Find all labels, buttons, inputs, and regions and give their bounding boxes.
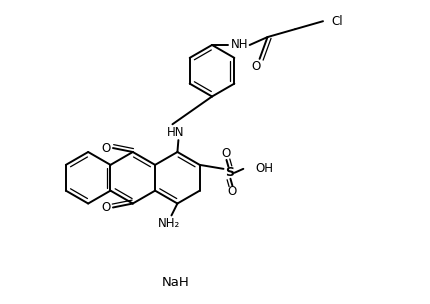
Text: O: O (101, 201, 111, 214)
Text: OH: OH (255, 162, 273, 175)
Text: S: S (225, 166, 234, 179)
Text: O: O (222, 147, 231, 161)
Text: O: O (251, 60, 260, 73)
Text: NH₂: NH₂ (158, 217, 181, 230)
Text: HN: HN (167, 126, 184, 139)
Text: NH: NH (231, 39, 249, 51)
Text: O: O (228, 185, 237, 198)
Text: O: O (101, 142, 111, 154)
Text: NaH: NaH (162, 276, 189, 289)
Text: Cl: Cl (331, 15, 343, 28)
